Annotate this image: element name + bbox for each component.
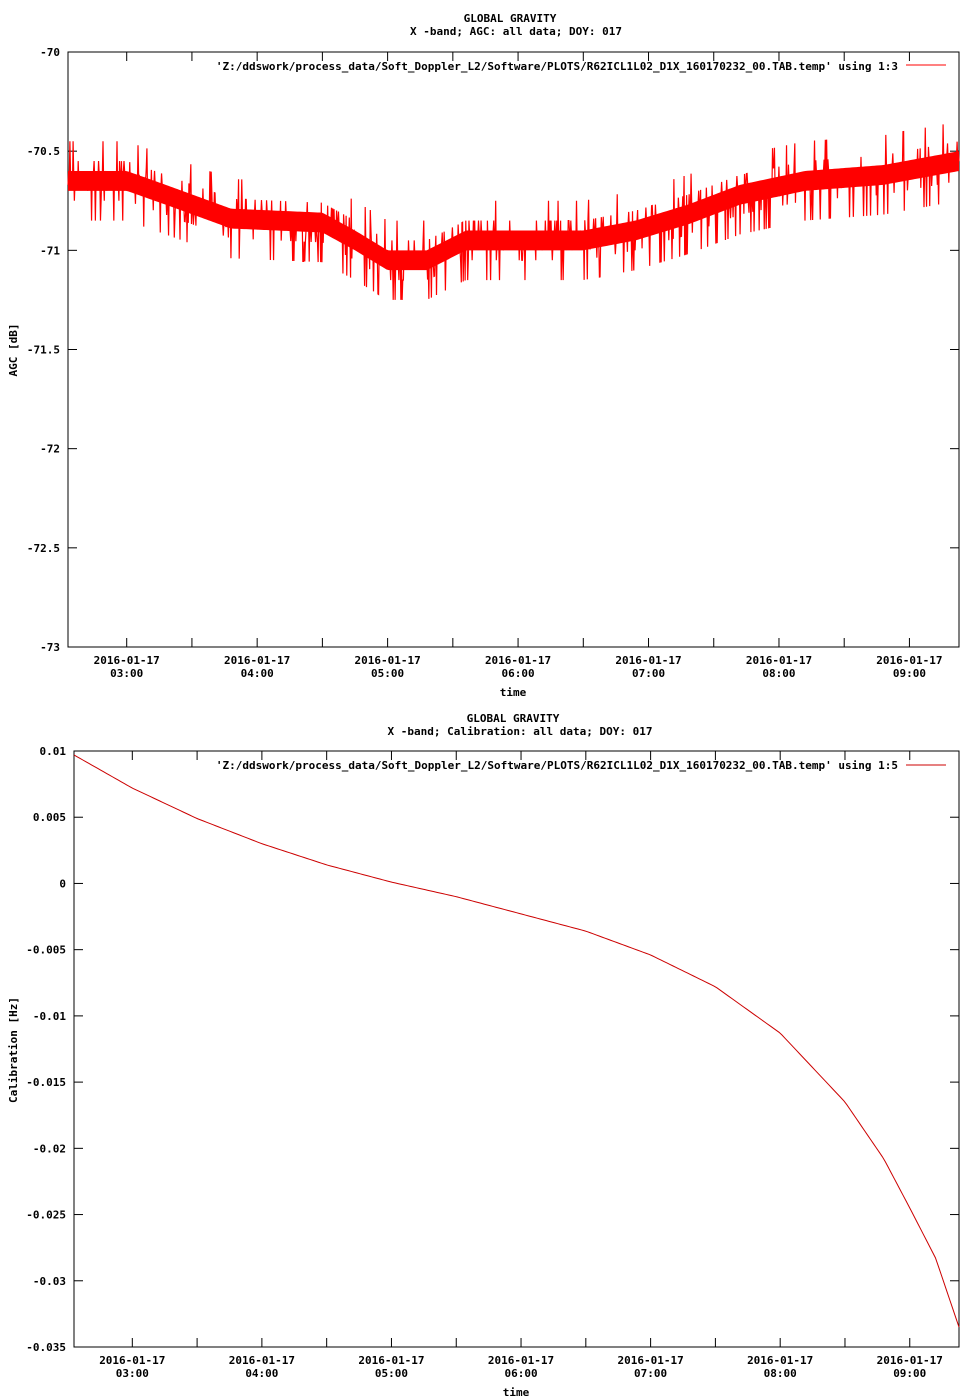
y-tick-label: -71 [40, 244, 60, 257]
y-tick-label: 0 [59, 877, 66, 890]
x-tick-label: 2016-01-17 [617, 1354, 683, 1367]
y-tick-label: 0.005 [33, 811, 66, 824]
x-tick-label: 05:00 [371, 667, 404, 680]
legend-label: 'Z:/ddswork/process_data/Soft_Doppler_L2… [216, 60, 898, 73]
series-band [68, 151, 959, 271]
x-tick-label: 03:00 [116, 1367, 149, 1380]
x-tick-label: 08:00 [762, 667, 795, 680]
y-tick-label: -73 [40, 641, 60, 654]
y-axis: -70 -70.5 -71 -71.5 -72 -72.5 -73 [27, 46, 959, 654]
x-axis: 2016-01-1703:002016-01-1704:002016-01-17… [94, 52, 943, 680]
x-tick-label: 2016-01-17 [94, 654, 160, 667]
y-tick-label: -0.02 [33, 1142, 66, 1155]
x-tick-label: 05:00 [375, 1367, 408, 1380]
x-tick-label: 2016-01-17 [358, 1354, 424, 1367]
x-tick-label: 2016-01-17 [488, 1354, 554, 1367]
x-tick-label: 2016-01-17 [354, 654, 420, 667]
x-axis: 2016-01-1703:002016-01-1704:002016-01-17… [99, 751, 943, 1380]
x-tick-label: 09:00 [893, 667, 926, 680]
y-axis-label: AGC [dB] [7, 324, 20, 377]
x-tick-label: 2016-01-17 [224, 654, 290, 667]
chart-subtitle: X -band; AGC: all data; DOY: 017 [410, 25, 622, 38]
y-axis: 0.01 0.005 0 -0.005 -0.01 -0.015 -0.02 -0.025 -0… [26, 745, 959, 1354]
y-tick-label: -0.035 [26, 1341, 66, 1354]
chart-title: GLOBAL GRAVITY [467, 712, 560, 725]
y-tick-label: -70 [40, 46, 60, 59]
y-tick-label: -0.025 [26, 1209, 66, 1222]
x-tick-label: 2016-01-17 [229, 1354, 295, 1367]
x-tick-label: 2016-01-17 [876, 654, 942, 667]
x-tick-label: 2016-01-17 [877, 1354, 943, 1367]
x-tick-label: 09:00 [893, 1367, 926, 1380]
x-tick-label: 04:00 [241, 667, 274, 680]
y-tick-label: -72.5 [27, 542, 60, 555]
x-axis-label: time [503, 1386, 530, 1399]
x-tick-label: 04:00 [245, 1367, 278, 1380]
calibration-chart: GLOBAL GRAVITY X -band; Calibration: all… [7, 712, 960, 1399]
plot-frame [73, 750, 960, 1348]
x-tick-label: 08:00 [764, 1367, 797, 1380]
chart-title: GLOBAL GRAVITY [464, 12, 557, 25]
x-tick-label: 07:00 [634, 1367, 667, 1380]
x-tick-label: 06:00 [502, 667, 535, 680]
series-group [73, 754, 960, 1328]
x-tick-label: 2016-01-17 [747, 1354, 813, 1367]
y-tick-label: -0.03 [33, 1275, 66, 1288]
x-tick-label: 06:00 [504, 1367, 537, 1380]
y-axis-label: Calibration [Hz] [7, 997, 20, 1103]
x-axis-label: time [500, 686, 527, 699]
legend-label: 'Z:/ddswork/process_data/Soft_Doppler_L2… [216, 759, 898, 772]
y-tick-label: -71.5 [27, 344, 60, 357]
x-tick-label: 03:00 [110, 667, 143, 680]
series-group [67, 124, 960, 300]
y-tick-label: -70.5 [27, 145, 60, 158]
y-tick-label: -0.015 [26, 1076, 66, 1089]
x-tick-label: 2016-01-17 [99, 1354, 165, 1367]
x-tick-label: 07:00 [632, 667, 665, 680]
y-tick-label: -72 [40, 443, 60, 456]
y-tick-label: -0.01 [33, 1010, 66, 1023]
x-tick-label: 2016-01-17 [615, 654, 681, 667]
x-tick-label: 2016-01-17 [746, 654, 812, 667]
y-tick-label: 0.01 [40, 745, 67, 758]
agc-chart: GLOBAL GRAVITY X -band; AGC: all data; D… [7, 12, 960, 699]
series-line [73, 754, 960, 1328]
chart-subtitle: X -band; Calibration: all data; DOY: 017 [388, 725, 653, 738]
y-tick-label: -0.005 [26, 944, 66, 957]
x-tick-label: 2016-01-17 [485, 654, 551, 667]
